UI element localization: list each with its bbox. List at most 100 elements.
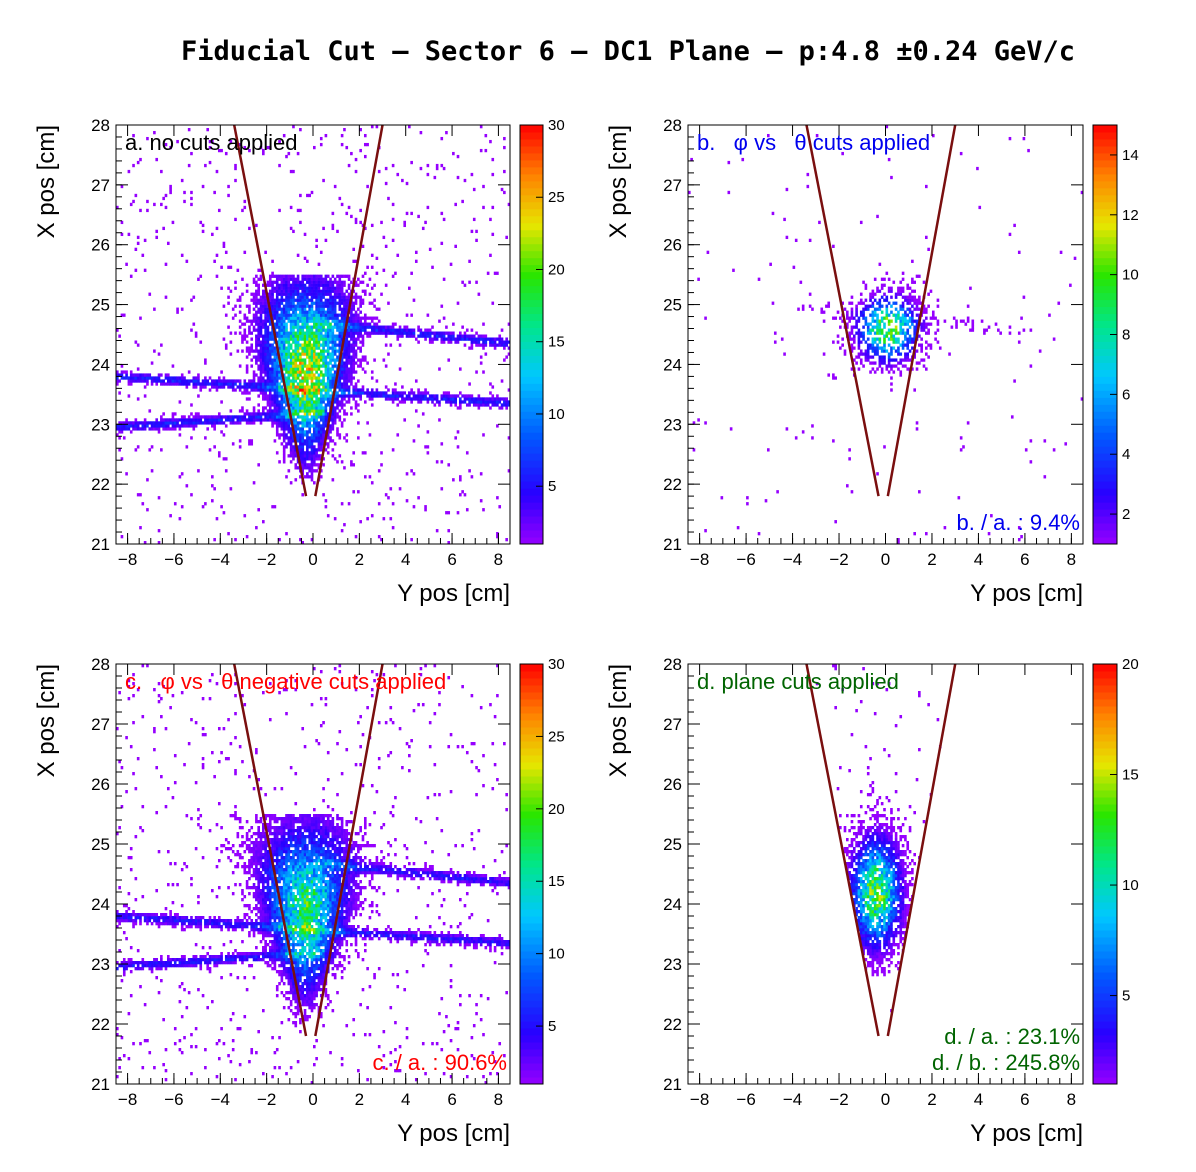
heatmap-cell	[440, 340, 444, 344]
color-bar-segment	[1093, 453, 1117, 461]
heatmap-cell	[1024, 448, 1028, 452]
heatmap-cell	[894, 328, 898, 332]
heatmap-cell	[262, 397, 265, 401]
heatmap-cell	[160, 424, 163, 428]
heatmap-cell	[282, 364, 286, 368]
heatmap-cell	[850, 313, 854, 317]
heatmap-cell	[264, 250, 267, 254]
heatmap-cell	[155, 913, 159, 917]
heatmap-cell	[317, 442, 321, 446]
heatmap-cell	[871, 367, 875, 371]
heatmap-cell	[241, 292, 244, 296]
heatmap-cell	[299, 343, 302, 347]
heatmap-cell	[322, 382, 325, 386]
heatmap-cell	[904, 358, 907, 362]
heatmap-cell	[361, 358, 365, 362]
heatmap-cell	[229, 409, 233, 413]
heatmap-cell	[136, 397, 140, 401]
heatmap-cell	[294, 349, 298, 353]
heatmap-cell	[331, 379, 335, 383]
heatmap-cell	[887, 343, 891, 347]
heatmap-cell	[345, 394, 349, 398]
heatmap-cell	[275, 388, 279, 392]
heatmap-cell	[317, 385, 321, 389]
heatmap-cell	[908, 292, 912, 296]
heatmap-cell	[118, 430, 121, 434]
heatmap-cell	[294, 352, 298, 356]
heatmap-cell	[857, 355, 861, 359]
heatmap-cell	[486, 337, 490, 341]
heatmap-cell	[394, 328, 397, 332]
heatmap-cell	[329, 298, 332, 302]
heatmap-cell	[194, 382, 198, 386]
heatmap-cell	[180, 415, 184, 419]
heatmap-cell	[129, 868, 133, 872]
heatmap-cell	[280, 394, 284, 398]
heatmap-cell	[215, 379, 219, 383]
heatmap-cell	[275, 307, 279, 311]
heatmap-cell	[359, 394, 362, 398]
heatmap-cell	[273, 289, 277, 293]
color-bar-segment	[520, 481, 543, 489]
heatmap-cell	[139, 376, 142, 380]
heatmap-cell	[118, 448, 121, 452]
heatmap-cell	[368, 322, 372, 326]
heatmap-cell	[333, 286, 337, 290]
heatmap-cell	[315, 274, 318, 278]
heatmap-cell	[211, 232, 214, 237]
heatmap-cell	[857, 331, 861, 335]
heatmap-cell	[313, 376, 316, 380]
heatmap-cell	[201, 382, 205, 386]
heatmap-cell	[326, 313, 330, 317]
heatmap-cell	[338, 454, 342, 458]
heatmap-cell	[157, 379, 161, 383]
heatmap-cell	[438, 403, 441, 407]
heatmap-cell	[234, 286, 237, 290]
heatmap-cell	[262, 151, 265, 156]
heatmap-cell	[452, 397, 455, 401]
heatmap-cell	[289, 430, 293, 434]
heatmap-cell	[920, 328, 923, 332]
heatmap-cell	[883, 340, 886, 344]
heatmap-cell	[132, 925, 135, 929]
heatmap-cell	[500, 379, 504, 383]
heatmap-cell	[871, 349, 875, 353]
heatmap-cell	[310, 439, 314, 443]
heatmap-cell	[252, 481, 256, 485]
heatmap-cell	[331, 307, 335, 311]
heatmap-cell	[794, 238, 798, 243]
heatmap-cell	[336, 349, 339, 353]
heatmap-cell	[405, 499, 409, 503]
heatmap-cell	[491, 397, 495, 401]
heatmap-cell	[333, 316, 337, 320]
heatmap-cell	[440, 163, 444, 168]
heatmap-cell	[871, 328, 875, 332]
color-bar-segment	[1093, 194, 1117, 203]
heatmap-cell	[315, 448, 318, 452]
heatmap-cell	[278, 376, 281, 380]
heatmap-cell	[350, 337, 353, 341]
heatmap-cell	[887, 328, 891, 332]
color-bar-segment	[520, 397, 543, 405]
heatmap-cell	[329, 289, 332, 293]
heatmap-cell	[248, 331, 251, 335]
heatmap-cell	[435, 394, 439, 398]
heatmap-cell	[308, 298, 311, 302]
heatmap-cell	[266, 415, 270, 419]
heatmap-cell	[262, 382, 265, 386]
heatmap-cell	[266, 331, 270, 335]
heatmap-cell	[248, 379, 251, 383]
heatmap-cell	[164, 142, 168, 147]
heatmap-cell	[301, 406, 305, 410]
heatmap-cell	[866, 325, 870, 329]
heatmap-cell	[424, 331, 427, 335]
heatmap-cell	[461, 199, 464, 204]
heatmap-cell	[185, 418, 189, 422]
heatmap-cell	[892, 358, 896, 362]
heatmap-cell	[132, 922, 135, 926]
heatmap-cell	[264, 307, 267, 311]
heatmap-cell	[252, 313, 256, 317]
heatmap-cell	[313, 412, 316, 416]
color-bar-segment	[520, 215, 543, 224]
